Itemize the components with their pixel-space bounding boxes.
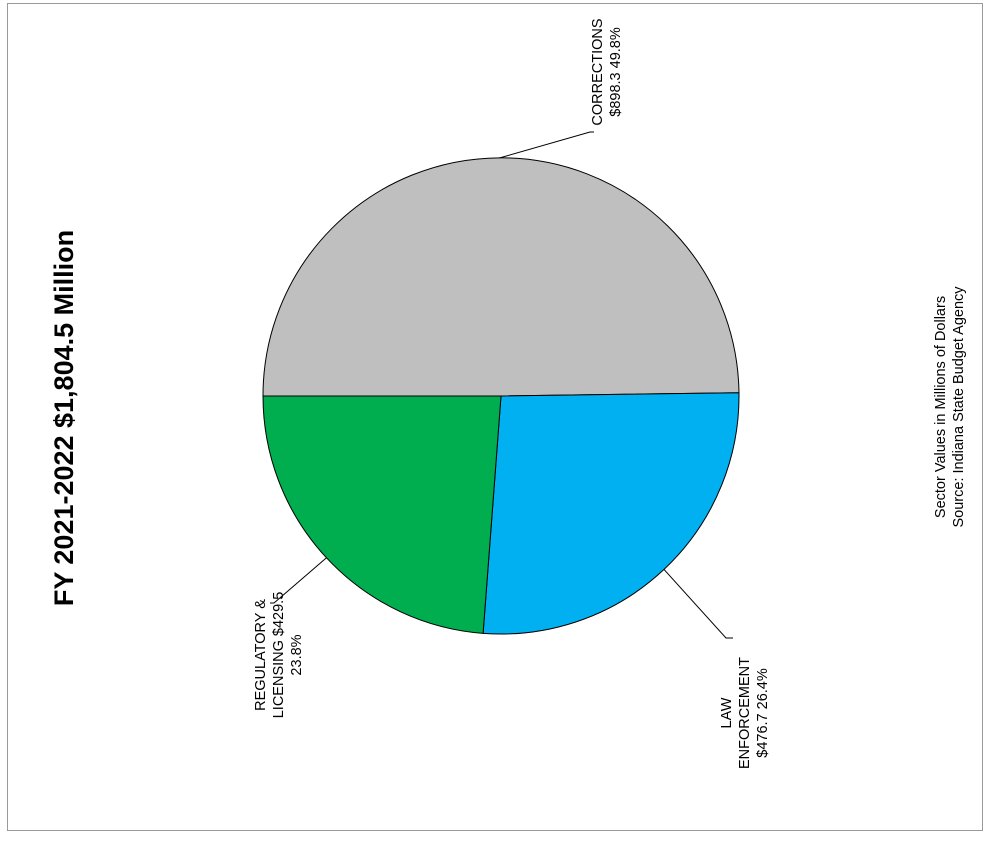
note-source: Source: Indiana State Budget Agency	[951, 286, 967, 528]
pie-slice-law-enforcement	[482, 392, 740, 635]
label-regulatory-line-1: REGULATORY &	[253, 599, 269, 711]
note-units: Sector Values in Millions of Dollars	[933, 296, 949, 518]
label-law-enforcement: LAW ENFORCEMENT $476.7 26.4%	[719, 657, 771, 769]
label-regulatory-line-3: 23.8%	[289, 634, 305, 675]
pie-slices	[262, 157, 740, 635]
label-corrections-line-1: CORRECTIONS	[590, 18, 606, 125]
leader-law-enforcement	[663, 569, 733, 639]
label-corrections: CORRECTIONS $898.3 49.8%	[590, 18, 624, 125]
label-regulatory-licensing: REGULATORY & LICENSING $429.5 23.8%	[253, 592, 305, 719]
pie-slice-regulatory-licensing	[262, 395, 502, 634]
leader-regulatory-licensing	[270, 557, 327, 604]
label-law-enforcement-line-3: $476.7 26.4%	[755, 668, 771, 758]
label-law-enforcement-line-1: LAW	[719, 697, 735, 728]
leader-corrections	[499, 131, 594, 159]
label-law-enforcement-line-2: ENFORCEMENT	[737, 657, 753, 769]
leader-lines	[270, 131, 733, 639]
label-regulatory-line-2: LICENSING $429.5	[271, 592, 287, 719]
chart-notes: Sector Values in Millions of Dollars Sou…	[933, 286, 967, 528]
pie-slice-corrections	[262, 157, 740, 397]
label-corrections-line-2: $898.3 49.8%	[608, 27, 624, 117]
chart-title: FY 2021-2022 $1,804.5 Million	[49, 230, 79, 606]
